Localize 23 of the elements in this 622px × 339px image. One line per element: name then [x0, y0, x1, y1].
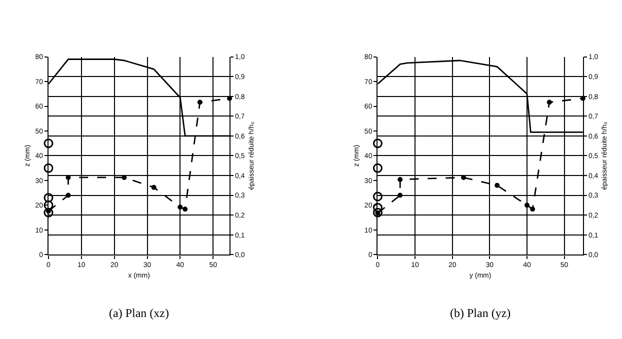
point: [494, 182, 500, 188]
point: [372, 202, 382, 212]
point: [44, 163, 54, 173]
point: [182, 206, 188, 212]
point: [178, 204, 183, 210]
point: [44, 138, 54, 148]
point: [530, 206, 536, 212]
point: [197, 100, 202, 105]
point: [372, 138, 382, 148]
point: [151, 184, 156, 190]
point: [372, 163, 382, 173]
point: [44, 200, 54, 210]
point: [372, 208, 382, 218]
point: [398, 176, 403, 182]
text: (a) Plan (xz): [109, 306, 169, 320]
point: [66, 192, 71, 198]
point: [524, 202, 530, 208]
text: (b) Plan (yz): [450, 306, 511, 320]
point: [546, 100, 552, 105]
point: [398, 192, 403, 198]
point: [44, 208, 54, 218]
point: [44, 193, 54, 203]
point: [372, 192, 382, 202]
